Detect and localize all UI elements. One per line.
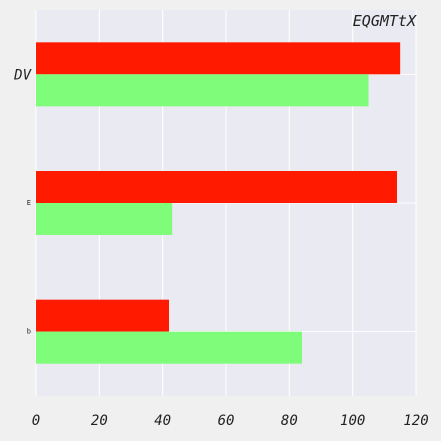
y-tick-label: E	[27, 199, 31, 207]
bar-E-series-1	[36, 171, 397, 203]
x-tick-label: 40	[154, 413, 171, 429]
x-tick-label: 20	[91, 413, 108, 429]
bar-b-series-2	[36, 331, 302, 364]
bar-DV-series-2	[36, 74, 369, 107]
x-tick-labels: 0 20 40 60 80 100 120	[32, 413, 429, 429]
chart-title: EQGMTtX	[353, 12, 417, 30]
x-tick-label: 60	[218, 413, 235, 429]
bar-E-series-2	[36, 203, 173, 235]
bar-DV-series-1	[36, 42, 401, 75]
y-tick-label: DV	[13, 67, 32, 83]
x-tick-label: 120	[403, 413, 428, 429]
bars	[36, 42, 401, 364]
y-tick-label: b	[27, 328, 31, 336]
x-tick-label: 0	[32, 413, 40, 429]
bar-b-series-1	[36, 299, 169, 332]
x-tick-label: 80	[281, 413, 298, 429]
y-tick-labels: DV Eb	[13, 67, 32, 335]
x-tick-label: 100	[340, 413, 365, 429]
